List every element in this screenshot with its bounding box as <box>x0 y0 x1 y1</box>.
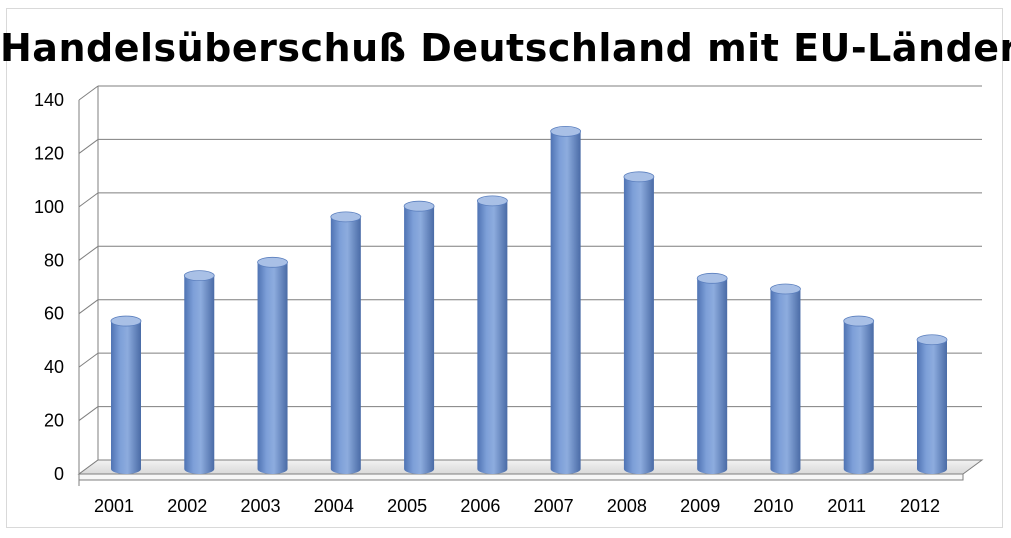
y-tick-label: 40 <box>44 357 64 377</box>
x-tick-label: 2009 <box>680 496 720 516</box>
gridline-side <box>78 245 99 261</box>
y-tick-label: 100 <box>34 197 64 217</box>
x-tick-label: 2001 <box>94 496 134 516</box>
bar-cap <box>403 200 435 212</box>
bar <box>550 125 582 474</box>
x-tick-label: 2011 <box>827 496 866 516</box>
x-tick-label: 2002 <box>167 496 207 516</box>
bar <box>916 334 948 474</box>
x-tick-label: 2004 <box>314 496 354 516</box>
y-tick-label: 140 <box>34 90 64 110</box>
x-tick-label: 2012 <box>900 496 940 516</box>
bar <box>330 211 362 474</box>
bar <box>183 270 215 474</box>
bar <box>770 283 801 474</box>
gridline-side <box>78 192 99 208</box>
bar-body <box>550 131 581 474</box>
y-tick-label: 120 <box>34 143 64 163</box>
chart-floor-edge <box>78 473 964 481</box>
bar-body <box>623 176 654 475</box>
x-tick-label: 2005 <box>387 496 427 516</box>
x-tick-label: 2006 <box>460 496 500 516</box>
bar-body <box>330 216 361 474</box>
bar-body <box>404 206 435 474</box>
bar-body <box>257 262 288 474</box>
bar <box>403 200 435 474</box>
bar-body <box>843 321 874 474</box>
gridline-side <box>78 406 99 421</box>
chart-title: Handelsüberschuß Deutschland mit EU-Länd… <box>0 26 1011 70</box>
bar <box>110 315 142 474</box>
bar-cap <box>916 334 948 346</box>
y-tick-label: 80 <box>44 250 64 270</box>
bar-body <box>917 339 947 474</box>
bar <box>696 272 728 474</box>
gridline-side <box>78 299 99 315</box>
x-tick-label: 2003 <box>241 496 281 516</box>
gridline-side <box>78 85 99 101</box>
bar <box>476 195 508 474</box>
y-tick-label: 0 <box>54 464 64 484</box>
bar-cap <box>183 270 215 282</box>
bar-cap <box>110 315 142 327</box>
bar-cap <box>696 272 728 284</box>
bar-body <box>477 200 508 474</box>
bar-cap <box>770 283 801 295</box>
gridline-side <box>78 352 99 368</box>
gridline-side <box>78 139 99 154</box>
x-tick-label: 2010 <box>753 496 793 516</box>
bar-cap <box>550 125 582 137</box>
bar-cap <box>330 211 362 223</box>
y-tick-label: 60 <box>44 304 64 324</box>
bar-body <box>697 278 728 474</box>
bar <box>623 171 655 475</box>
bar-body <box>111 321 141 474</box>
bar-cap <box>257 256 288 268</box>
bar-cap <box>623 171 655 183</box>
bar-body <box>770 289 801 474</box>
x-tick-label: 2008 <box>607 496 647 516</box>
bar-cap <box>843 315 875 327</box>
bar <box>257 256 288 474</box>
bar <box>843 315 875 474</box>
bar-cap <box>476 195 508 207</box>
x-tick-label: 2007 <box>534 496 574 516</box>
bar-body <box>184 275 215 474</box>
y-tick-label: 20 <box>44 411 64 431</box>
